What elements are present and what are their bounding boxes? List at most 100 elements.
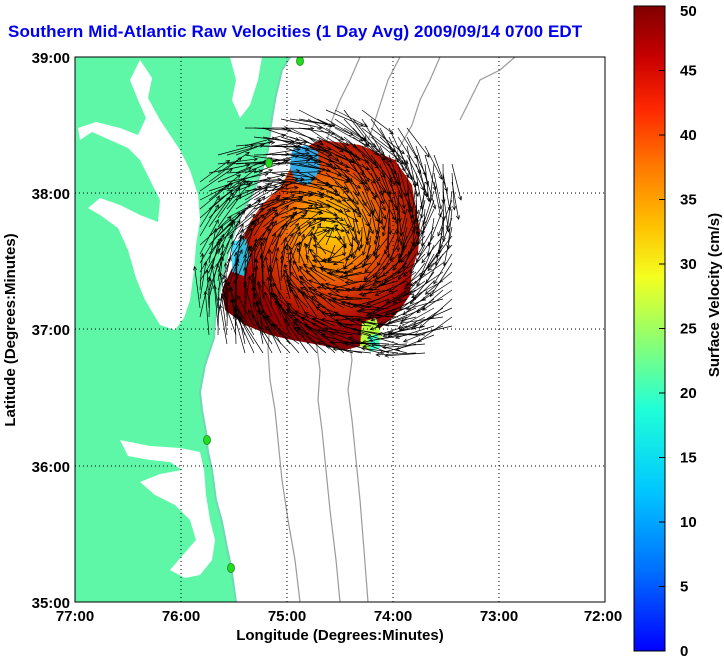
current-vector-head <box>273 212 278 217</box>
current-vector-head <box>283 263 288 269</box>
colorbar-tick-label: 45 <box>680 63 697 80</box>
current-vector-head <box>308 204 314 209</box>
current-vector-head <box>381 206 386 212</box>
current-vector <box>253 127 291 131</box>
current-vector <box>280 211 297 237</box>
current-vector-head <box>442 261 447 267</box>
current-vector <box>253 237 266 264</box>
current-vector-head <box>290 314 296 319</box>
current-vector <box>343 190 360 212</box>
current-vector <box>239 316 264 354</box>
current-vector <box>376 352 417 356</box>
current-vector-head <box>299 178 305 183</box>
current-vector <box>379 199 384 230</box>
current-vector-head <box>233 251 238 257</box>
current-vector <box>289 118 328 125</box>
current-vector <box>371 343 408 354</box>
current-vector <box>258 284 273 318</box>
current-vector <box>376 244 390 267</box>
current-vector-head <box>305 269 311 275</box>
station-marker <box>227 563 235 573</box>
current-vector-head <box>348 177 353 183</box>
current-vector <box>373 226 381 255</box>
current-vector <box>411 280 444 298</box>
current-vector <box>297 327 327 345</box>
current-vector <box>400 316 444 324</box>
current-vector-head <box>296 230 301 236</box>
current-vector-head <box>365 313 371 318</box>
current-vector <box>289 289 309 309</box>
current-vector-head <box>218 271 223 277</box>
current-vector <box>427 235 453 268</box>
current-vector-head <box>308 279 313 284</box>
current-vector-head <box>342 325 348 330</box>
current-vector-head <box>335 268 340 273</box>
current-vector <box>352 287 381 291</box>
current-vector <box>343 109 367 140</box>
current-vector <box>415 199 419 236</box>
current-vector <box>412 208 417 246</box>
current-vector-head <box>414 181 419 187</box>
current-vector-head <box>272 220 277 225</box>
current-vector-head <box>334 288 340 293</box>
current-vector <box>233 314 246 354</box>
current-vector-head <box>273 209 278 214</box>
current-vector <box>406 199 415 234</box>
current-vector <box>344 316 381 327</box>
current-vector <box>244 134 286 147</box>
current-vector-head <box>276 232 281 238</box>
current-vector <box>234 308 255 345</box>
current-vector-head <box>262 314 267 320</box>
current-vector <box>311 322 345 345</box>
current-vector <box>424 145 443 180</box>
current-vector <box>333 348 372 354</box>
current-vector-head <box>391 216 396 222</box>
current-vector-head <box>387 190 392 196</box>
current-vector <box>199 184 230 210</box>
current-vector-head <box>307 192 313 197</box>
current-vector-head <box>348 242 353 248</box>
current-vector-head <box>384 249 389 255</box>
current-vector-head <box>417 338 422 343</box>
station-marker <box>265 158 273 168</box>
current-vector <box>307 118 344 141</box>
current-vector-head <box>222 279 227 284</box>
current-vector <box>410 262 444 286</box>
current-vector-head <box>234 270 239 276</box>
current-vector <box>389 325 426 334</box>
current-vector <box>244 196 266 219</box>
current-vector <box>307 231 313 255</box>
current-vector <box>361 298 390 310</box>
current-vector-head <box>342 243 347 249</box>
current-vector <box>217 257 232 291</box>
current-vector <box>306 270 327 291</box>
current-vector-head <box>378 331 383 336</box>
current-vector <box>272 282 291 309</box>
current-vector <box>424 172 436 209</box>
current-vector-head <box>337 236 343 241</box>
current-vector <box>451 163 462 201</box>
current-vector <box>368 280 399 290</box>
current-vector-head <box>344 141 350 146</box>
current-vector-head <box>240 228 245 233</box>
current-vector <box>437 199 453 237</box>
current-vector-head <box>213 227 218 233</box>
current-vector-head <box>364 268 369 273</box>
current-vector-head <box>327 271 333 276</box>
current-vector <box>352 190 371 217</box>
current-vector <box>433 181 441 217</box>
current-vector-head <box>266 276 271 282</box>
current-vector <box>370 190 386 220</box>
current-vector-head <box>327 298 333 303</box>
current-vector-head <box>372 160 377 165</box>
current-vector <box>390 235 399 261</box>
station-marker <box>203 435 211 445</box>
current-vector <box>289 226 300 246</box>
current-vector <box>271 292 300 318</box>
current-vector <box>352 127 378 156</box>
current-vector-head <box>312 218 317 224</box>
current-vector-head <box>364 187 369 192</box>
current-vector-head <box>316 285 322 290</box>
current-vector <box>344 296 372 300</box>
current-vector <box>235 188 268 210</box>
